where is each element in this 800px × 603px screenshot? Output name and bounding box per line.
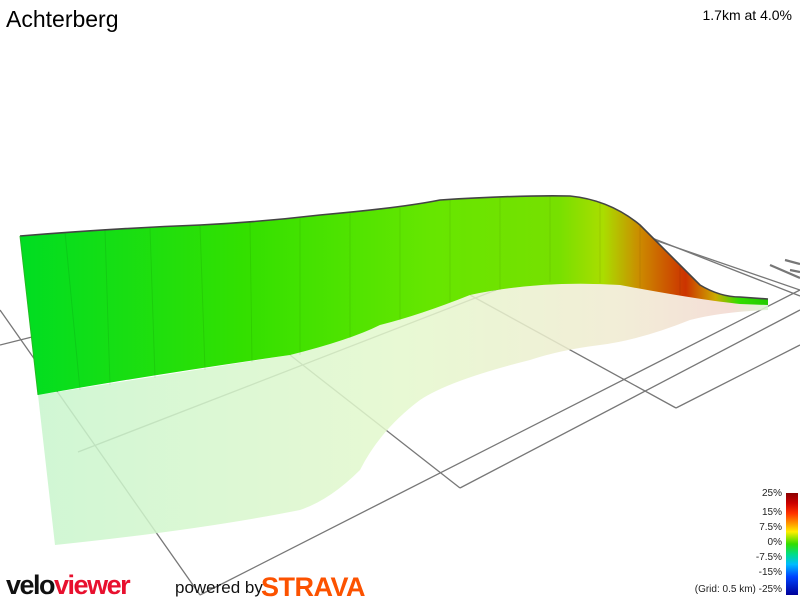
legend-label-min: -25%: [758, 584, 782, 595]
profile-stripes: [64, 196, 681, 391]
profile-left-edge: [19, 235, 39, 396]
powered-by-text: powered by: [175, 578, 263, 597]
gradient-legend: 25% 15% 7.5% 0% -7.5% -15% (Grid: 0.5 km…: [695, 486, 800, 600]
legend-label: -15%: [758, 567, 782, 578]
legend-label: (Grid: 0.5 km) -25%: [695, 584, 782, 595]
logo-velo: velo: [6, 570, 56, 600]
logo-viewer: viewer: [54, 570, 131, 600]
segment-title: Achterberg: [6, 6, 119, 32]
segment-summary: 1.7km at 4.0%: [702, 7, 793, 23]
legend-label: -7.5%: [755, 552, 782, 563]
legend-label: 15%: [761, 507, 782, 518]
profile-shadow: [38, 283, 768, 545]
profile-top-edge: [19, 195, 769, 300]
legend-label: 25%: [761, 488, 782, 499]
strava-logo[interactable]: STRAVA: [261, 572, 366, 602]
veloviewer-logo[interactable]: veloviewer: [6, 570, 131, 601]
north-arrow-icon: [769, 258, 800, 280]
profile-wall: [20, 195, 768, 395]
legend-label: 7.5%: [759, 522, 782, 533]
gradient-color-scale: [786, 493, 798, 595]
grid-note: (Grid: 0.5 km): [694, 584, 756, 595]
legend-label: 0%: [767, 537, 782, 548]
